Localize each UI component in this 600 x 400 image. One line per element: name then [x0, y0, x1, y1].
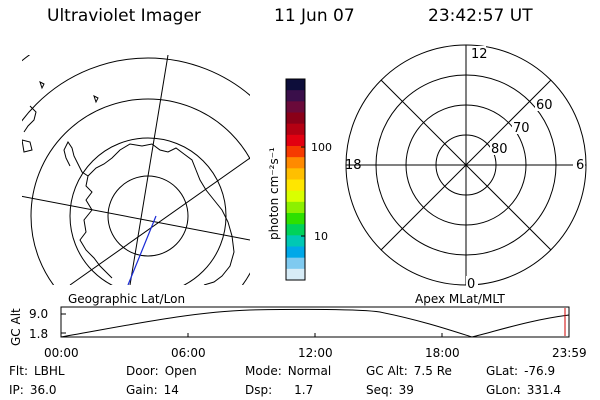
magnetic-polar-grid — [345, 44, 587, 286]
info-seq: Seq: 39 — [366, 383, 414, 397]
colorbar-ticks — [301, 146, 305, 237]
colorbar-segment — [286, 201, 305, 214]
info-flt: Flt: LBHL — [9, 364, 65, 378]
observation-date: 11 Jun 07 — [274, 6, 355, 26]
colorbar-segment — [286, 112, 305, 125]
altitude-axis-title: GC Alt — [9, 308, 23, 346]
colorbar-segment — [286, 257, 305, 270]
info-glon: GLon: 331.4 — [486, 383, 562, 397]
colorbar-segment — [286, 246, 305, 259]
colorbar-segment — [286, 90, 305, 102]
meridian-line — [69, 157, 250, 285]
info-ip: IP: 36.0 — [9, 383, 57, 397]
antarctica-coastline — [79, 143, 235, 285]
colorbar-segment — [286, 224, 305, 236]
info-door: Door: Open — [126, 364, 197, 378]
meridian-line — [129, 55, 169, 285]
colorbar-segment — [286, 190, 305, 203]
instrument-title: Ultraviolet Imager — [47, 6, 201, 26]
colorbar-segment — [286, 123, 305, 136]
colorbar-segment — [286, 146, 305, 158]
mlat-label-60: 60 — [536, 98, 553, 113]
lat-circle — [30, 98, 250, 285]
lat-circle — [69, 137, 227, 285]
antarctic-peninsula — [63, 141, 89, 177]
mlat-label-80: 80 — [491, 142, 508, 157]
time-tick-0000: 00:00 — [44, 346, 79, 360]
colorbar-segment — [286, 213, 305, 225]
mlt-label-0: 0 — [467, 277, 475, 292]
colorbar-segment — [286, 157, 305, 169]
island-outline — [22, 139, 33, 153]
mlt-label-18: 18 — [345, 158, 362, 173]
info-mode: Mode: Normal — [245, 364, 332, 378]
observation-time: 23:42:57 UT — [428, 6, 533, 26]
altitude-tick-high: 9.0 — [29, 307, 48, 321]
altitude-strip: GC Alt 9.0 1.8 00:00 06:00 12:00 18:00 2… — [9, 306, 587, 360]
colorbar-segment — [286, 268, 305, 281]
ground-track — [127, 215, 157, 285]
colorbar-frame — [285, 78, 306, 281]
mlat-label-70: 70 — [513, 121, 530, 136]
mlt-label-6: 6 — [576, 158, 584, 173]
photon-colorbar — [286, 79, 305, 281]
time-tick-0600: 06:00 — [171, 346, 206, 360]
island-outline — [93, 95, 99, 104]
altitude-tick-low: 1.8 — [29, 327, 48, 341]
mlt-label-12: 12 — [471, 47, 488, 62]
left-map-label: Geographic Lat/Lon — [68, 292, 185, 306]
island-outline — [39, 81, 45, 90]
altitude-curve — [60, 308, 570, 338]
time-tick-1800: 18:00 — [425, 346, 460, 360]
right-map-label: Apex MLat/MLT — [415, 292, 505, 306]
colorbar-segment — [286, 168, 305, 181]
colorbar-segment — [286, 235, 305, 248]
info-dsp: Dsp: 1.7 — [245, 383, 314, 397]
info-glat: GLat: -76.9 — [486, 364, 556, 378]
meridian-line — [22, 195, 250, 241]
time-tick-2359: 23:59 — [552, 346, 587, 360]
colorbar-segment — [286, 101, 305, 114]
colorbar-tick-10: 10 — [314, 230, 328, 243]
colorbar-segment — [286, 134, 305, 147]
colorbar-segment — [286, 179, 305, 192]
colorbar-segment — [286, 79, 305, 91]
south-america-tip — [23, 105, 37, 133]
colorbar-tick-100: 100 — [311, 141, 332, 154]
info-gain: Gain: 14 — [126, 383, 179, 397]
mlt-line-diag — [380, 79, 552, 251]
time-tick-1200: 12:00 — [298, 346, 333, 360]
colorbar-unit-label: photon cm⁻²s⁻¹ — [267, 147, 281, 240]
lat-circle — [107, 175, 189, 257]
info-gc-alt: GC Alt: 7.5 Re — [366, 364, 452, 378]
lat-circle — [22, 57, 250, 122]
altitude-strip-frame — [60, 306, 570, 338]
geographic-map — [22, 55, 250, 285]
